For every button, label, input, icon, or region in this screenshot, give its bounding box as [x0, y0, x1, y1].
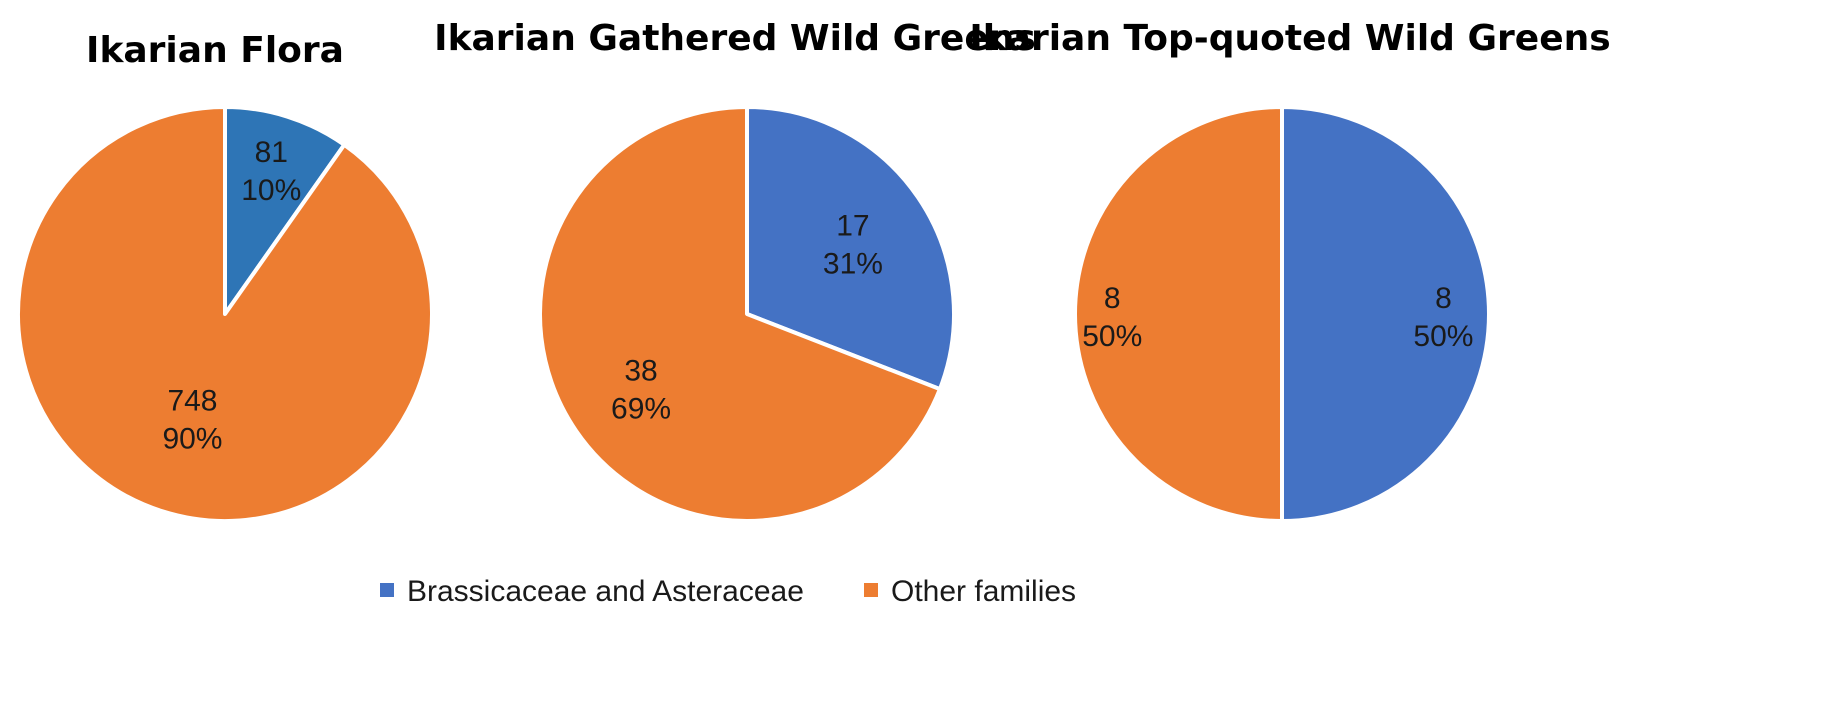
pie-slice-brassicaceae-asteraceae	[223, 105, 347, 316]
pie-slice-brassicaceae-asteraceae	[745, 105, 956, 392]
data-label-percent: 69%	[611, 392, 671, 425]
pie-chart-ikarian-top-quoted-wild-greens: Ikarian Top-quoted Wild Greens 8 50%8 50%	[969, 18, 1611, 523]
data-label: 748 90%	[162, 385, 222, 456]
chart-title: Ikarian Gathered Wild Greens	[434, 18, 1036, 59]
pie-slice-other-families	[1073, 105, 1284, 523]
data-label: 8 50%	[1082, 282, 1142, 353]
pie-slices	[538, 105, 956, 523]
data-label-value: 8	[1104, 282, 1121, 315]
pie-chart-ikarian-gathered-wild-greens: Ikarian Gathered Wild Greens 17 31%38 69%	[434, 18, 1036, 523]
chart-title: Ikarian Top-quoted Wild Greens	[969, 18, 1610, 59]
data-label-value: 81	[255, 136, 288, 169]
legend: Brassicaceae and Asteraceae Other famili…	[380, 575, 1076, 608]
data-label: 38 69%	[611, 354, 671, 425]
pie-slice-other-families	[16, 105, 434, 523]
data-label: 8 50%	[1413, 282, 1473, 353]
data-label: 81 10%	[241, 136, 301, 207]
legend-swatch	[864, 583, 878, 597]
data-label-value: 17	[836, 210, 869, 243]
legend-label: Other families	[891, 575, 1076, 608]
data-label-percent: 50%	[1413, 320, 1473, 353]
pie-slices	[1073, 105, 1491, 523]
chart-title: Ikarian Flora	[86, 30, 344, 71]
data-label-percent: 10%	[241, 174, 301, 207]
data-label-value: 748	[167, 385, 217, 418]
data-label-value: 38	[624, 354, 657, 387]
data-label-value: 8	[1435, 282, 1452, 315]
pie-slice-brassicaceae-asteraceae	[1280, 105, 1491, 523]
data-labels: 17 31%38 69%	[611, 210, 883, 426]
legend-item-brassicaceae-asteraceae: Brassicaceae and Asteraceae	[380, 575, 804, 608]
data-labels: 81 10%748 90%	[162, 136, 301, 456]
legend-swatch	[380, 583, 394, 597]
data-label-percent: 31%	[823, 248, 883, 281]
pie-slice-other-families	[538, 105, 942, 523]
pie-slices	[16, 105, 434, 523]
data-label: 17 31%	[823, 210, 883, 281]
data-label-percent: 90%	[162, 423, 222, 456]
data-labels: 8 50%8 50%	[1082, 282, 1473, 353]
data-label-percent: 50%	[1082, 320, 1142, 353]
legend-item-other-families: Other families	[864, 575, 1076, 608]
legend-label: Brassicaceae and Asteraceae	[407, 575, 804, 608]
pie-chart-ikarian-flora: Ikarian Flora 81 10%748 90%	[16, 30, 434, 523]
